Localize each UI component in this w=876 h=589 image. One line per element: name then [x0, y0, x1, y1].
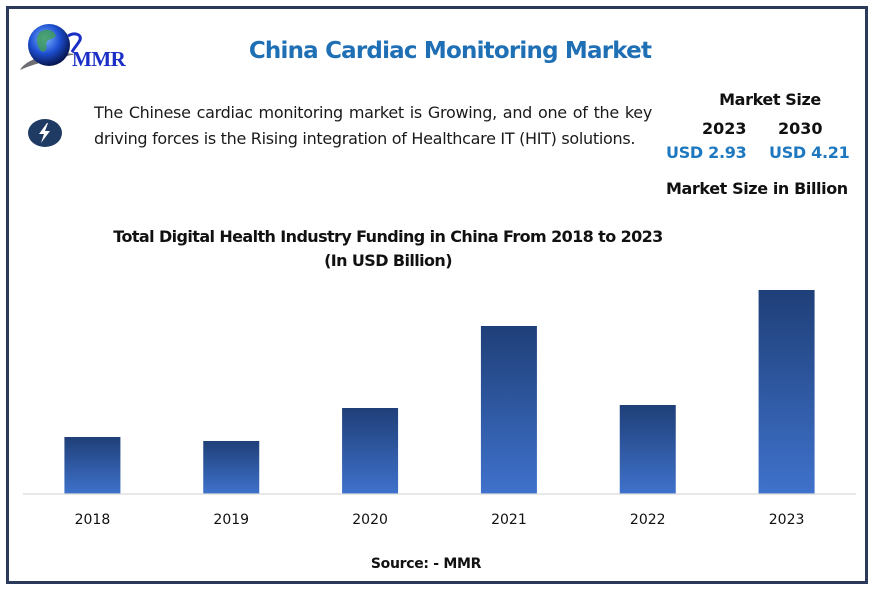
x-tick-label-2023: 2023 [769, 512, 805, 528]
lightning-bolt-icon [28, 119, 62, 147]
logo-text: MMR [72, 47, 126, 71]
market-size-heading: Market Size [719, 90, 821, 109]
market-size-unit: Market Size in Billion [666, 179, 848, 198]
x-tick-label-2020: 2020 [352, 512, 388, 528]
page-title: China Cardiac Monitoring Market [248, 38, 652, 64]
chart-subtitle: (In USD Billion) [324, 251, 452, 270]
bar-2023 [758, 290, 815, 494]
x-tick-label-2018: 2018 [75, 512, 111, 528]
chart-title-main: Total Digital Health Industry Funding in… [113, 227, 663, 246]
x-tick-label-2019: 2019 [213, 512, 249, 528]
source-note: Source: - MMR [370, 556, 482, 572]
x-tick-label-2022: 2022 [630, 512, 666, 528]
bar-2019 [203, 441, 260, 494]
globe-icon [20, 24, 82, 70]
market-size-year-2023: 2023 [702, 119, 747, 138]
market-size-value-2023: USD 2.93 [666, 143, 747, 162]
bar-2018 [64, 437, 121, 494]
bar-2020 [342, 408, 399, 494]
chart-title: Total Digital Health Industry Funding in… [0, 225, 776, 273]
infographic-frame [6, 6, 868, 584]
highlight-text: The Chinese cardiac monitoring market is… [94, 103, 652, 148]
x-tick-label-2021: 2021 [491, 512, 527, 528]
market-size-year-2030: 2030 [778, 119, 823, 138]
bar-2022 [619, 405, 676, 494]
market-size-value-2030: USD 4.21 [769, 143, 850, 162]
bar-2021 [480, 326, 537, 494]
mmr-logo: MMR [18, 18, 143, 73]
